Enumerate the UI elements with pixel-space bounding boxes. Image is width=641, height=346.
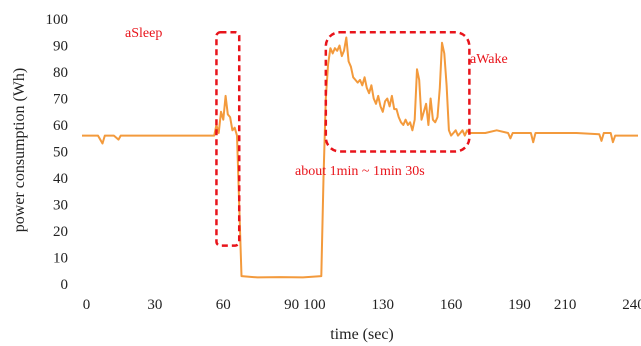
- annotation-duration-label: about 1min ~ 1min 30s: [295, 164, 425, 179]
- y-tick-label: 0: [61, 277, 69, 293]
- y-tick-label: 30: [53, 198, 68, 214]
- x-tick-label: 210: [554, 297, 577, 313]
- y-tick-label: 40: [53, 171, 68, 187]
- annotation-layer: [215, 31, 471, 247]
- y-tick-label: 70: [53, 92, 68, 108]
- x-axis-ticks: 0 30 60 90 100 130 160 190 210 240: [83, 297, 641, 313]
- x-tick-label: 240: [622, 297, 641, 313]
- x-tick-label: 30: [147, 297, 162, 313]
- x-tick-label: 90: [284, 297, 299, 313]
- x-axis-label: time (sec): [330, 326, 394, 343]
- annotation-awake-label: aWake: [470, 52, 508, 67]
- y-tick-label: 100: [46, 12, 69, 28]
- x-tick-label: 130: [372, 297, 395, 313]
- x-tick-label: 160: [440, 297, 463, 313]
- y-tick-label: 20: [53, 224, 68, 240]
- x-tick-label: 60: [216, 297, 231, 313]
- y-tick-label: 80: [53, 65, 68, 81]
- y-axis-label: power consumption (Wh): [11, 68, 28, 232]
- y-tick-label: 90: [53, 39, 68, 55]
- series-layer: [82, 36, 638, 279]
- x-tick-label: 100: [303, 297, 326, 313]
- annotation-box-awake: [324, 31, 471, 153]
- x-tick-label: 190: [508, 297, 531, 313]
- power-series-line: [82, 36, 638, 279]
- y-tick-label: 10: [53, 251, 68, 267]
- y-tick-label: 60: [53, 118, 68, 134]
- y-tick-label: 50: [53, 145, 68, 161]
- y-axis-ticks: 0 10 20 30 40 50 60 70 80 90 100: [46, 12, 69, 293]
- x-tick-label: 0: [83, 297, 91, 313]
- annotation-asleep-label: aSleep: [125, 26, 162, 41]
- annotation-box-asleep: [215, 31, 241, 247]
